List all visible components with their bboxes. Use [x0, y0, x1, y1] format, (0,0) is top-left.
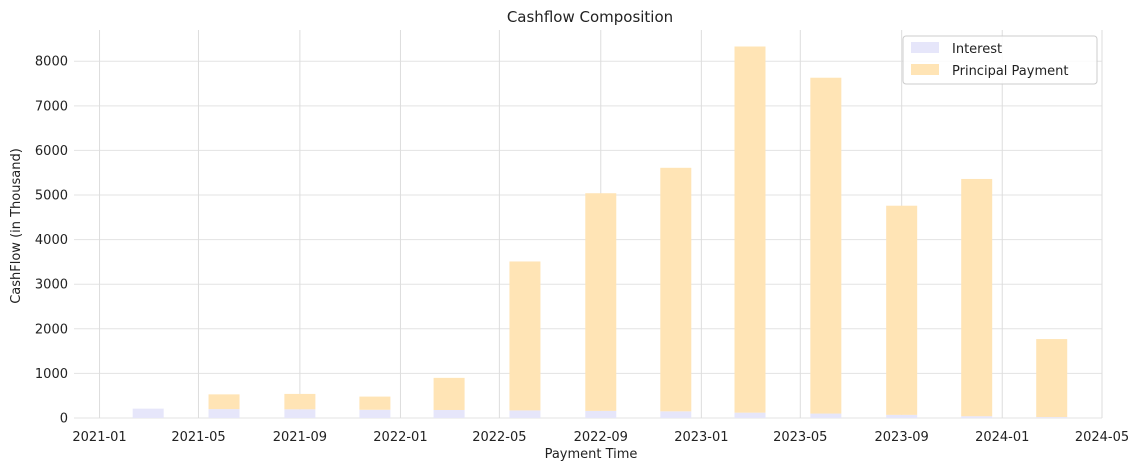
x-tick-label: 2024-01	[975, 430, 1029, 445]
bar-principal-payment	[208, 394, 240, 410]
bar-interest	[433, 409, 465, 418]
x-tick-label: 2024-05	[1075, 430, 1129, 445]
y-tick-label: 4000	[35, 233, 68, 248]
bar-interest	[509, 410, 541, 418]
bar-interest	[284, 409, 316, 418]
y-tick-label: 6000	[35, 144, 68, 159]
y-axis-label: CashFlow (in Thousand)	[9, 148, 24, 304]
bar-principal-payment	[433, 377, 465, 410]
bar-principal-payment	[734, 46, 766, 413]
y-tick-label: 7000	[35, 99, 68, 114]
y-tick-label: 1000	[35, 367, 68, 382]
ticks: 0 1000 2000 3000 4000 5000 6000 7000 8000 2021-01…	[35, 55, 1129, 445]
bar-interest	[132, 408, 164, 418]
bar-interest	[585, 410, 617, 418]
y-tick-label: 0	[60, 412, 68, 427]
bar-principal-payment	[660, 167, 692, 412]
x-tick-label: 2022-01	[373, 430, 427, 445]
bar-interest	[208, 409, 240, 418]
bar-interest	[810, 413, 842, 418]
bar-interest	[961, 416, 993, 418]
bar-interest	[1036, 417, 1068, 418]
y-tick-label: 3000	[35, 278, 68, 293]
y-tick-label: 5000	[35, 189, 68, 204]
bar-principal-payment	[585, 193, 617, 411]
bar-principal-payment	[886, 205, 918, 415]
y-tick-label: 8000	[35, 55, 68, 70]
bar-interest	[886, 414, 918, 418]
y-tick-label: 2000	[35, 322, 68, 337]
legend: Interest Principal Payment	[902, 35, 1098, 85]
x-tick-label: 2023-05	[773, 430, 827, 445]
bar-principal-payment	[284, 393, 316, 410]
bars	[132, 46, 1068, 418]
x-axis-label: Payment Time	[545, 447, 638, 462]
x-tick-label: 2023-01	[674, 430, 728, 445]
bar-interest	[734, 412, 766, 418]
legend-label-principal-payment: Principal Payment	[952, 64, 1068, 79]
bar-principal-payment	[509, 261, 541, 411]
chart-title: Cashflow Composition	[507, 8, 673, 26]
bar-principal-payment	[961, 178, 993, 417]
x-tick-label: 2023-09	[875, 430, 929, 445]
legend-swatch-interest	[911, 42, 939, 53]
bar-principal-payment	[810, 77, 842, 414]
bar-principal-payment	[1036, 339, 1068, 418]
legend-frame	[902, 35, 1098, 85]
legend-swatch-principal-payment	[911, 64, 939, 75]
legend-label-interest: Interest	[952, 42, 1002, 57]
x-tick-label: 2021-09	[273, 430, 327, 445]
x-tick-label: 2022-05	[472, 430, 526, 445]
bar-interest	[660, 411, 692, 418]
x-tick-label: 2021-05	[171, 430, 225, 445]
bar-principal-payment	[359, 396, 391, 410]
bar-interest	[359, 409, 391, 418]
x-tick-label: 2022-09	[574, 430, 628, 445]
x-tick-label: 2021-01	[72, 430, 126, 445]
